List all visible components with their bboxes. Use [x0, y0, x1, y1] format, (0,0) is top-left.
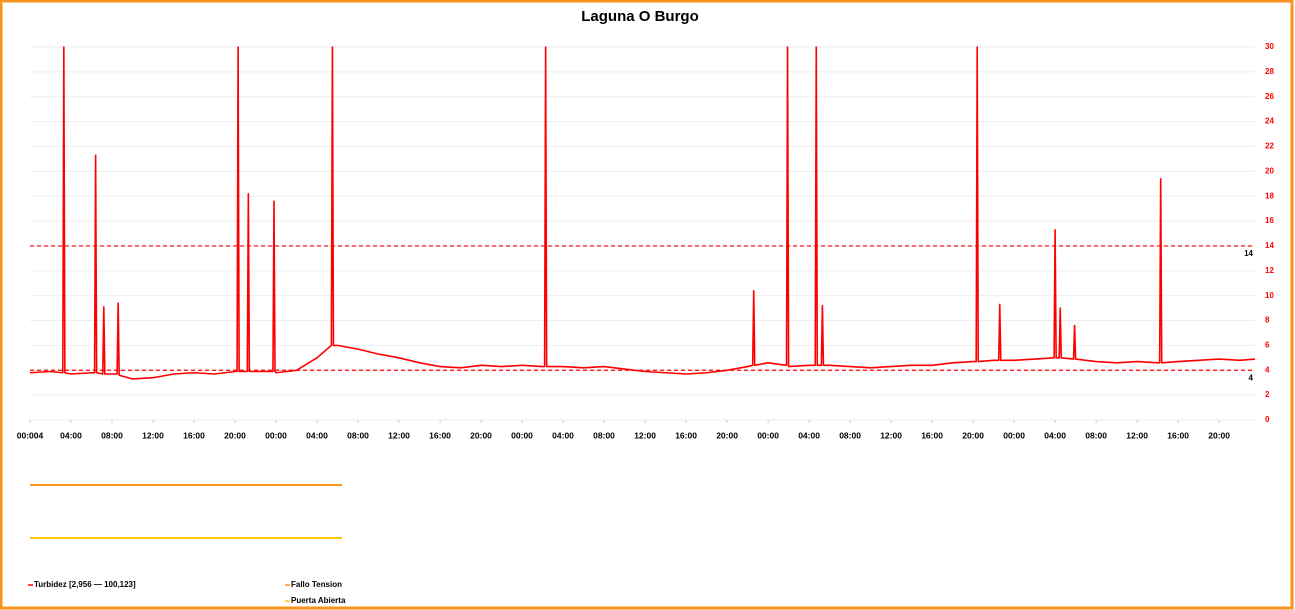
y-tick-label: 2: [1265, 390, 1270, 399]
x-tick-label: 20:00: [1208, 430, 1230, 440]
x-tick-label: 08:00: [839, 430, 861, 440]
y-tick-label: 26: [1265, 92, 1274, 101]
y-tick-label: 12: [1265, 266, 1274, 275]
y-tick-label: 16: [1265, 216, 1274, 225]
x-tick-label: 20:00: [962, 430, 984, 440]
x-tick-label: 12:00: [1126, 430, 1148, 440]
y-tick-label: 0: [1265, 415, 1270, 424]
x-tick-label: 16:00: [429, 430, 451, 440]
x-tick-label: 00:00: [757, 430, 779, 440]
x-tick-label: 08:00: [1085, 430, 1107, 440]
y-tick-label: 20: [1265, 166, 1274, 175]
x-tick-label: 08:00: [593, 430, 615, 440]
x-tick-label: 20:00: [224, 430, 246, 440]
legend-label: Fallo Tension: [291, 580, 342, 589]
x-tick-label: 04:00: [60, 430, 82, 440]
x-tick-label: 16:00: [921, 430, 943, 440]
y-tick-label: 10: [1265, 291, 1274, 300]
x-tick-label: 04:00: [552, 430, 574, 440]
y-tick-label: 28: [1265, 67, 1274, 76]
x-tick-label: 20:00: [470, 430, 492, 440]
y-tick-label: 6: [1265, 341, 1270, 350]
y-tick-label: 8: [1265, 316, 1270, 325]
x-tick-label: 12:00: [634, 430, 656, 440]
x-tick-label: 00:004: [17, 430, 44, 440]
x-tick-label: 04:00: [1044, 430, 1066, 440]
y-tick-label: 30: [1265, 42, 1274, 51]
y-tick-label: 14: [1265, 241, 1274, 250]
threshold-label: 4: [1249, 373, 1254, 382]
legend-label: Puerta Abierta: [291, 596, 346, 605]
x-tick-label: 16:00: [1167, 430, 1189, 440]
x-tick-label: 04:00: [306, 430, 328, 440]
x-tick-label: 08:00: [101, 430, 123, 440]
data-line: [29, 46, 1256, 380]
x-tick-label: 16:00: [183, 430, 205, 440]
legend-label: Turbidez [2,956 — 100,123]: [34, 580, 136, 589]
x-tick-label: 00:00: [1003, 430, 1025, 440]
x-tick-label: 00:00: [265, 430, 287, 440]
y-tick-label: 22: [1265, 142, 1274, 151]
x-tick-label: 00:00: [511, 430, 533, 440]
threshold-label: 14: [1244, 249, 1253, 258]
y-tick-label: 4: [1265, 365, 1270, 374]
y-tick-label: 18: [1265, 191, 1274, 200]
chart-title: Laguna O Burgo: [581, 8, 699, 25]
y-tick-label: 24: [1265, 117, 1274, 126]
x-tick-label: 12:00: [388, 430, 410, 440]
x-tick-label: 16:00: [675, 430, 697, 440]
x-tick-label: 12:00: [142, 430, 164, 440]
x-tick-label: 04:00: [798, 430, 820, 440]
x-tick-label: 08:00: [347, 430, 369, 440]
x-tick-label: 20:00: [716, 430, 738, 440]
x-tick-label: 12:00: [880, 430, 902, 440]
